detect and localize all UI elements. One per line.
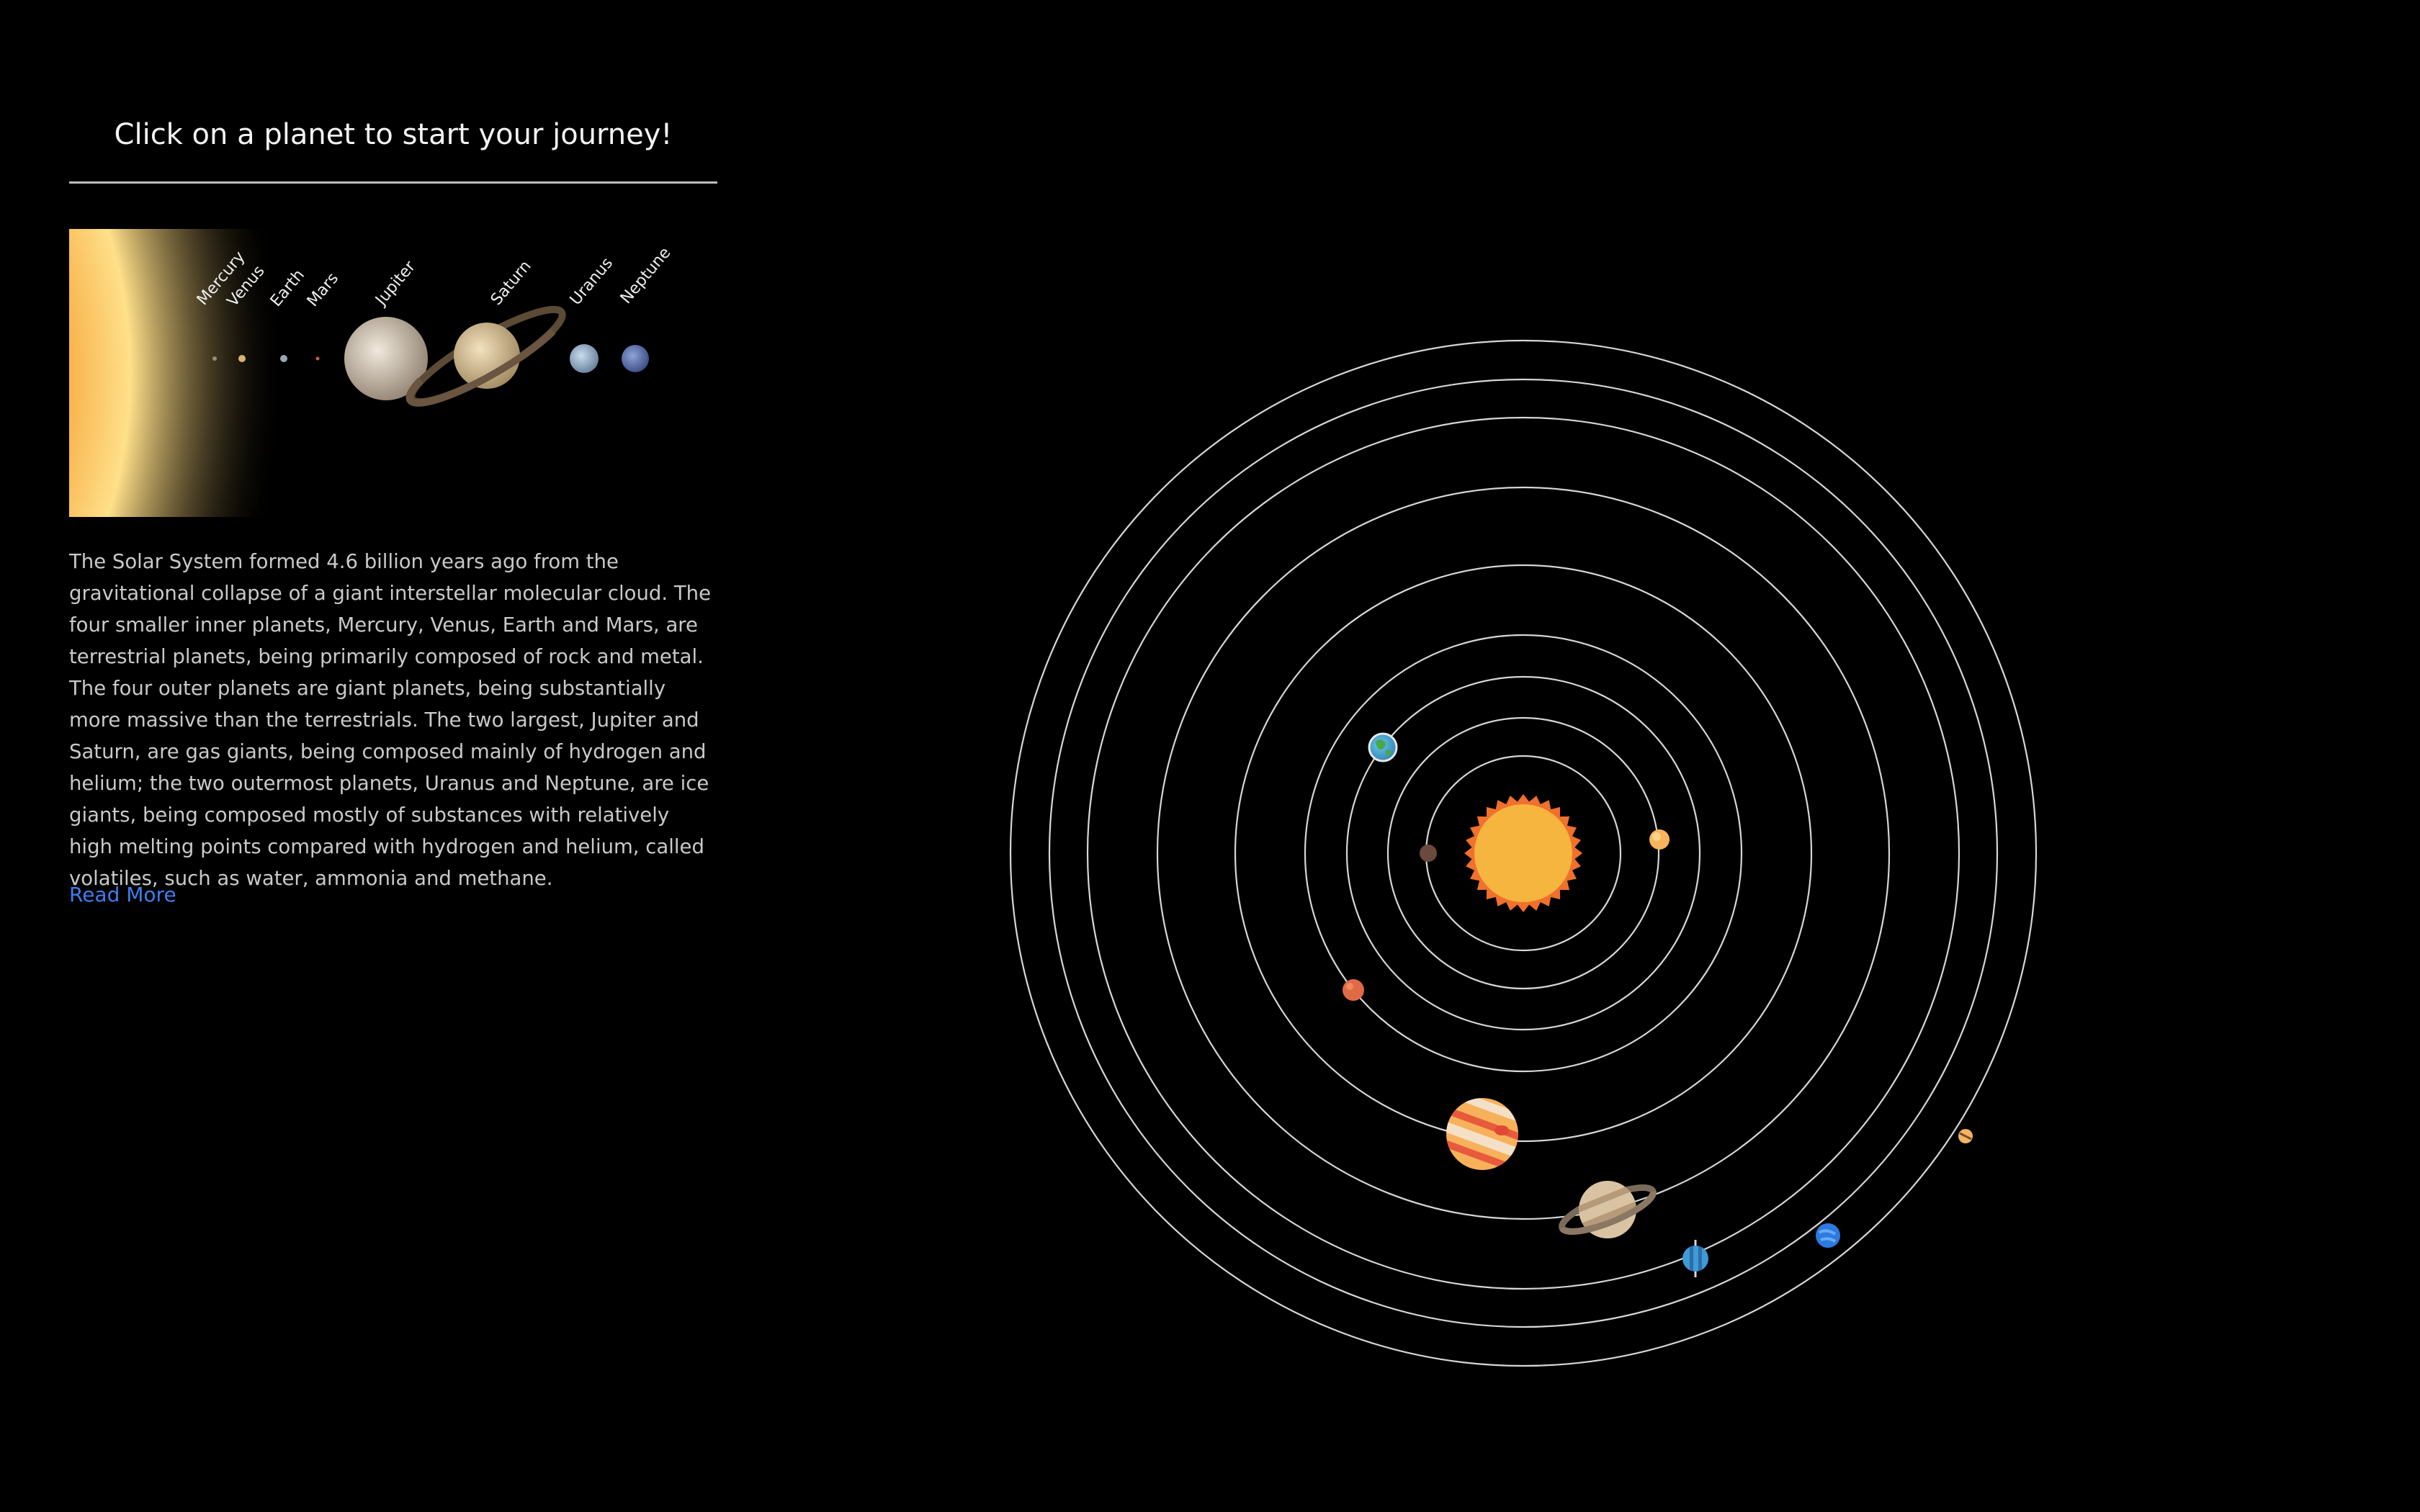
page-title: Click on a planet to start your journey! bbox=[114, 118, 673, 151]
orbit-ring bbox=[1386, 716, 1660, 990]
mars-icon[interactable] bbox=[1343, 979, 1364, 1001]
banner-illustration bbox=[69, 229, 649, 517]
earth-icon[interactable] bbox=[1368, 732, 1398, 762]
neptune-icon[interactable] bbox=[1816, 1223, 1840, 1248]
orbit-ring bbox=[1304, 634, 1743, 1073]
pluto-icon[interactable] bbox=[1958, 1129, 1973, 1143]
divider bbox=[69, 181, 717, 184]
orbit-ring bbox=[1234, 564, 1813, 1143]
orbit-ring bbox=[1086, 416, 1960, 1290]
orbit-ring bbox=[1156, 486, 1891, 1220]
orbit-ring bbox=[1048, 378, 1999, 1328]
mercury-icon[interactable] bbox=[1420, 845, 1437, 862]
venus-icon[interactable] bbox=[1649, 829, 1670, 850]
orbit-ring bbox=[1009, 339, 2038, 1367]
uranus-icon[interactable] bbox=[1682, 1240, 1708, 1277]
read-more-link[interactable]: Read More bbox=[69, 883, 176, 906]
orbit-ring bbox=[1345, 675, 1701, 1031]
description-text: The Solar System formed 4.6 billion year… bbox=[69, 550, 711, 890]
saturn-icon[interactable] bbox=[1557, 1179, 1658, 1240]
sun-icon[interactable] bbox=[1464, 794, 1582, 912]
solar-system-banner-image: Mercury Venus Earth Mars Jupiter Saturn … bbox=[69, 229, 717, 517]
